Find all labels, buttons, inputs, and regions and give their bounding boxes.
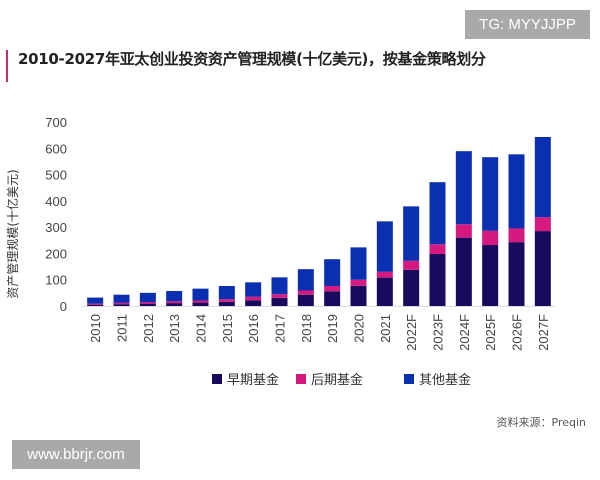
bar-2022F-其他基金 (403, 206, 420, 261)
bar-2020-后期基金 (350, 279, 367, 286)
x-tick-label: 2013 (167, 314, 182, 343)
x-tick-label: 2020 (352, 314, 367, 343)
legend-label: 早期基金 (227, 372, 279, 388)
bar-2013-后期基金 (166, 301, 183, 304)
bar-2018-其他基金 (297, 269, 314, 291)
bar-2012-早期基金 (139, 303, 156, 306)
bar-2014-其他基金 (192, 288, 209, 301)
legend-label: 其他基金 (419, 372, 471, 388)
bar-2017-其他基金 (271, 277, 288, 295)
bar-2011-其他基金 (113, 294, 130, 303)
x-tick-label: 2026F (510, 314, 525, 351)
y-tick-label: 600 (45, 141, 67, 156)
x-tick-label: 2010 (88, 314, 103, 343)
legend-swatch (296, 374, 306, 384)
x-tick-label: 2012 (141, 314, 156, 343)
bar-2012-其他基金 (139, 292, 156, 303)
bar-2010-后期基金 (87, 303, 104, 305)
bar-2013-其他基金 (166, 291, 183, 302)
legend-swatch (404, 374, 414, 384)
bar-2021-后期基金 (376, 271, 393, 278)
x-tick-label: 2015 (220, 314, 235, 343)
bar-2017-后期基金 (271, 294, 288, 298)
bar-2016-早期基金 (245, 300, 262, 306)
bar-2018-早期基金 (297, 294, 314, 306)
bar-2012-后期基金 (139, 302, 156, 304)
x-tick-label: 2021 (378, 314, 393, 343)
bar-2013-早期基金 (166, 303, 183, 306)
bar-2014-后期基金 (192, 300, 209, 303)
bar-2018-后期基金 (297, 290, 314, 295)
bar-2023F-其他基金 (429, 182, 446, 245)
bar-2019-后期基金 (324, 286, 341, 292)
bar-2026F-早期基金 (508, 242, 525, 306)
bar-2024F-其他基金 (455, 151, 472, 225)
bar-2027F-后期基金 (534, 217, 551, 232)
bar-2019-早期基金 (324, 291, 341, 306)
bar-2021-早期基金 (376, 277, 393, 306)
bar-2011-后期基金 (113, 302, 130, 305)
y-tick-label: 300 (45, 220, 67, 235)
y-tick-label: 700 (45, 115, 67, 130)
bar-2026F-其他基金 (508, 154, 525, 229)
x-tick-label: 2014 (194, 314, 209, 343)
bar-2025F-其他基金 (482, 157, 499, 231)
x-tick-label: 2019 (325, 314, 340, 343)
bar-2022F-早期基金 (403, 269, 420, 306)
x-tick-label: 2022F (404, 314, 419, 351)
x-tick-label: 2024F (457, 314, 472, 351)
x-tick-label: 2018 (299, 314, 314, 343)
bar-2011-早期基金 (113, 304, 130, 306)
bar-2019-其他基金 (324, 259, 341, 287)
bar-2015-早期基金 (218, 301, 235, 306)
x-tick-label: 2017 (273, 314, 288, 343)
x-tick-label: 2011 (115, 314, 130, 342)
bar-2027F-早期基金 (534, 231, 551, 306)
bar-2022F-后期基金 (403, 260, 420, 270)
bar-2025F-后期基金 (482, 230, 499, 246)
x-tick-label: 2027F (536, 314, 551, 351)
bar-2027F-其他基金 (534, 136, 551, 218)
bar-2023F-早期基金 (429, 253, 446, 306)
y-tick-label: 500 (45, 168, 67, 183)
y-tick-label: 200 (45, 246, 67, 261)
bar-2016-其他基金 (245, 282, 262, 297)
bar-2010-其他基金 (87, 297, 104, 304)
watermark-top: TG: MYYJJPP (465, 10, 590, 39)
bar-2026F-后期基金 (508, 228, 525, 243)
x-tick-label: 2023F (431, 314, 446, 351)
bar-2015-其他基金 (218, 286, 235, 300)
x-tick-label: 2016 (246, 314, 261, 343)
bar-2015-后期基金 (218, 299, 235, 302)
title-accent-bar (6, 50, 8, 82)
bar-2014-早期基金 (192, 302, 209, 306)
bar-2025F-早期基金 (482, 245, 499, 306)
y-tick-label: 400 (45, 194, 67, 209)
bar-2021-其他基金 (376, 221, 393, 272)
bar-2010-早期基金 (87, 304, 104, 306)
bar-2020-早期基金 (350, 285, 367, 306)
y-tick-label: 0 (60, 299, 67, 314)
bar-2016-后期基金 (245, 296, 262, 301)
bar-2024F-早期基金 (455, 237, 472, 306)
bar-2017-早期基金 (271, 297, 288, 306)
watermark-bottom: www.bbrjr.com (12, 440, 140, 469)
source-note: 资料来源：Preqin (497, 415, 587, 429)
legend-swatch (212, 374, 222, 384)
y-tick-label: 100 (45, 273, 67, 288)
legend-label: 后期基金 (311, 372, 363, 388)
bar-2024F-后期基金 (455, 224, 472, 238)
bar-2023F-后期基金 (429, 244, 446, 254)
bar-2020-其他基金 (350, 247, 367, 280)
chart-title: 2010-2027年亚太创业投资资产管理规模(十亿美元)，按基金策略划分 (18, 50, 486, 68)
x-tick-label: 2025F (483, 314, 498, 351)
y-axis-label: 资产管理规模(十亿美元) (5, 169, 20, 298)
